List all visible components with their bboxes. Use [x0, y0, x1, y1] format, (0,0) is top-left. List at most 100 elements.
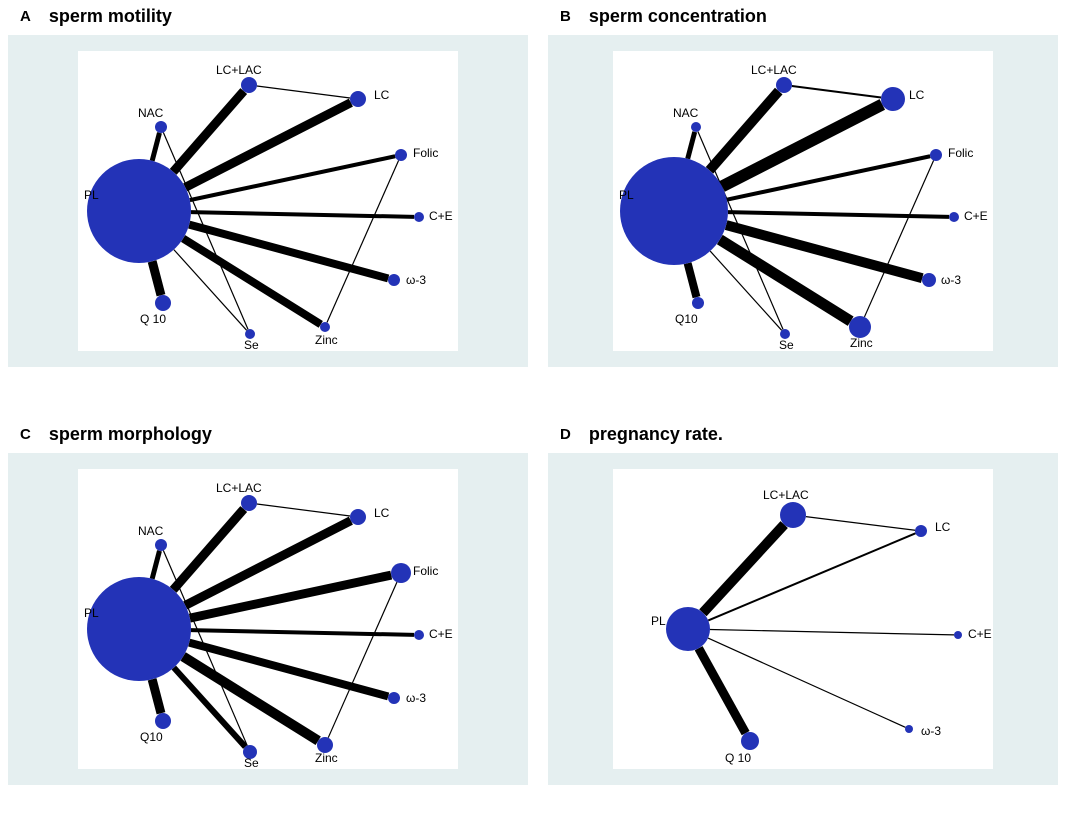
panel-title: sperm motility	[49, 6, 172, 27]
node-label-lc: LC	[374, 506, 390, 520]
node-zinc	[320, 322, 330, 332]
plot-background: PL NAC LC+LAC LC Folic C+E ω-3 Zinc Se Q10	[548, 35, 1058, 367]
node-label-q10: Q10	[675, 312, 698, 326]
node-label-ce: C+E	[964, 209, 988, 223]
panel-title: sperm morphology	[49, 424, 212, 445]
node-label-nac: NAC	[138, 524, 164, 538]
node-w3	[905, 725, 913, 733]
edge-PL-Se	[174, 668, 245, 747]
node-label-w3: ω-3	[406, 273, 426, 287]
edge-PL-Q10	[688, 263, 697, 297]
node-lc	[915, 525, 927, 537]
plot-background: PLNACLC+LACLCFolicC+Eω-3ZincSeQ 10	[8, 35, 528, 367]
panel-c: Csperm morphology PL NAC LC+LAC LC Folic C+E ω-…	[8, 418, 528, 785]
node-label-folic: Folic	[948, 146, 973, 160]
node-w3	[922, 273, 936, 287]
panel-title: pregnancy rate.	[589, 424, 723, 445]
node-q10	[155, 713, 171, 729]
node-lc	[350, 91, 366, 107]
edge-Folic-Zinc	[327, 160, 399, 322]
node-label-lclac: LC+LAC	[216, 481, 262, 495]
node-nac	[155, 539, 167, 551]
node-lc	[881, 87, 905, 111]
panel-title-row: Dpregnancy rate.	[548, 418, 1058, 453]
panel-title: sperm concentration	[589, 6, 767, 27]
node-folic	[395, 149, 407, 161]
figure-grid: Asperm motility PL NAC LC+LAC LC Folic C+E ω-3 Z…	[0, 0, 1065, 834]
panel-letter: C	[20, 426, 31, 443]
node-lclac	[241, 495, 257, 511]
node-label-pl: PL	[651, 614, 666, 628]
edge-PL-Q10	[699, 648, 746, 733]
node-label-se: Se	[779, 338, 794, 351]
node-q10	[155, 295, 171, 311]
node-label-pl: PL	[84, 606, 99, 620]
node-q10	[741, 732, 759, 750]
edge-Folic-Zinc	[864, 160, 933, 316]
node-nac	[691, 122, 701, 132]
edge-PL-Q10	[152, 679, 161, 713]
node-label-ce: C+E	[968, 627, 992, 641]
node-ce	[949, 212, 959, 222]
edge-PL-NAC	[688, 132, 695, 159]
panel-title-row: Asperm motility	[8, 0, 528, 35]
panel-title-row: Csperm morphology	[8, 418, 528, 453]
node-ce	[954, 631, 962, 639]
node-label-nac: NAC	[138, 106, 164, 120]
edge-PL-Folic	[190, 575, 391, 618]
node-pl	[666, 607, 710, 651]
panel-letter: B	[560, 8, 571, 25]
node-q10	[692, 297, 704, 309]
node-w3	[388, 274, 400, 286]
node-label-lc: LC	[935, 520, 951, 534]
node-folic	[930, 149, 942, 161]
node-nac	[155, 121, 167, 133]
node-label-w3: ω-3	[921, 724, 941, 738]
node-ce	[414, 630, 424, 640]
edge-PL-Folic	[190, 156, 395, 200]
node-lc	[350, 509, 366, 525]
node-ce	[414, 212, 424, 222]
plot-background: PLNACLC+LACLCFolicC+Eω-3ZincSeQ10	[8, 453, 528, 785]
edge-PL-Se	[174, 250, 247, 331]
node-label-nac: NAC	[673, 106, 699, 120]
edge-PL-NAC	[152, 133, 159, 161]
node-label-lc: LC	[909, 88, 925, 102]
node-label-zinc: Zinc	[315, 751, 338, 765]
panel-letter: A	[20, 8, 31, 25]
edge-PL-CE	[710, 629, 954, 634]
edge-PL-CE	[191, 630, 414, 635]
edge-LCLAC-LC	[806, 517, 915, 531]
network-plot: PL NAC LC+LAC LC Folic C+E ω-3 Zinc Se Q10	[613, 51, 993, 351]
node-label-se: Se	[244, 338, 259, 351]
node-label-zinc: Zinc	[850, 336, 873, 350]
edge-PL-LC	[722, 104, 882, 186]
node-label-folic: Folic	[413, 146, 438, 160]
panel-a: Asperm motilityPLNACLC+LACLCFolicC+Eω-3Z…	[8, 0, 528, 367]
edge-PL-LC	[185, 103, 351, 188]
node-label-q10: Q 10	[140, 312, 166, 326]
panel-letter: D	[560, 426, 571, 443]
node-pl	[620, 157, 728, 265]
panel-d: Dpregnancy rate.PLLC+LACLCC+Eω-3Q 10	[548, 418, 1058, 785]
node-w3	[388, 692, 400, 704]
node-lclac	[241, 77, 257, 93]
node-zinc	[849, 316, 871, 338]
node-label-w3: ω-3	[406, 691, 426, 705]
node-label-pl: PL	[619, 188, 634, 202]
edge-PL-NAC	[152, 551, 159, 579]
node-lclac	[780, 502, 806, 528]
node-label-folic: Folic	[413, 564, 438, 578]
node-label-w3: ω-3	[941, 273, 961, 287]
node-label-lclac: LC+LAC	[763, 488, 809, 502]
node-label-ce: C+E	[429, 627, 453, 641]
node-label-se: Se	[244, 756, 259, 769]
node-label-lclac: LC+LAC	[216, 63, 262, 77]
edge-PL-Q10	[152, 261, 161, 295]
node-label-lc: LC	[374, 88, 390, 102]
node-pl	[87, 159, 191, 263]
node-label-pl: PL	[84, 188, 99, 202]
edge-PL-CE	[191, 212, 414, 217]
node-label-ce: C+E	[429, 209, 453, 223]
node-label-lclac: LC+LAC	[751, 63, 797, 77]
